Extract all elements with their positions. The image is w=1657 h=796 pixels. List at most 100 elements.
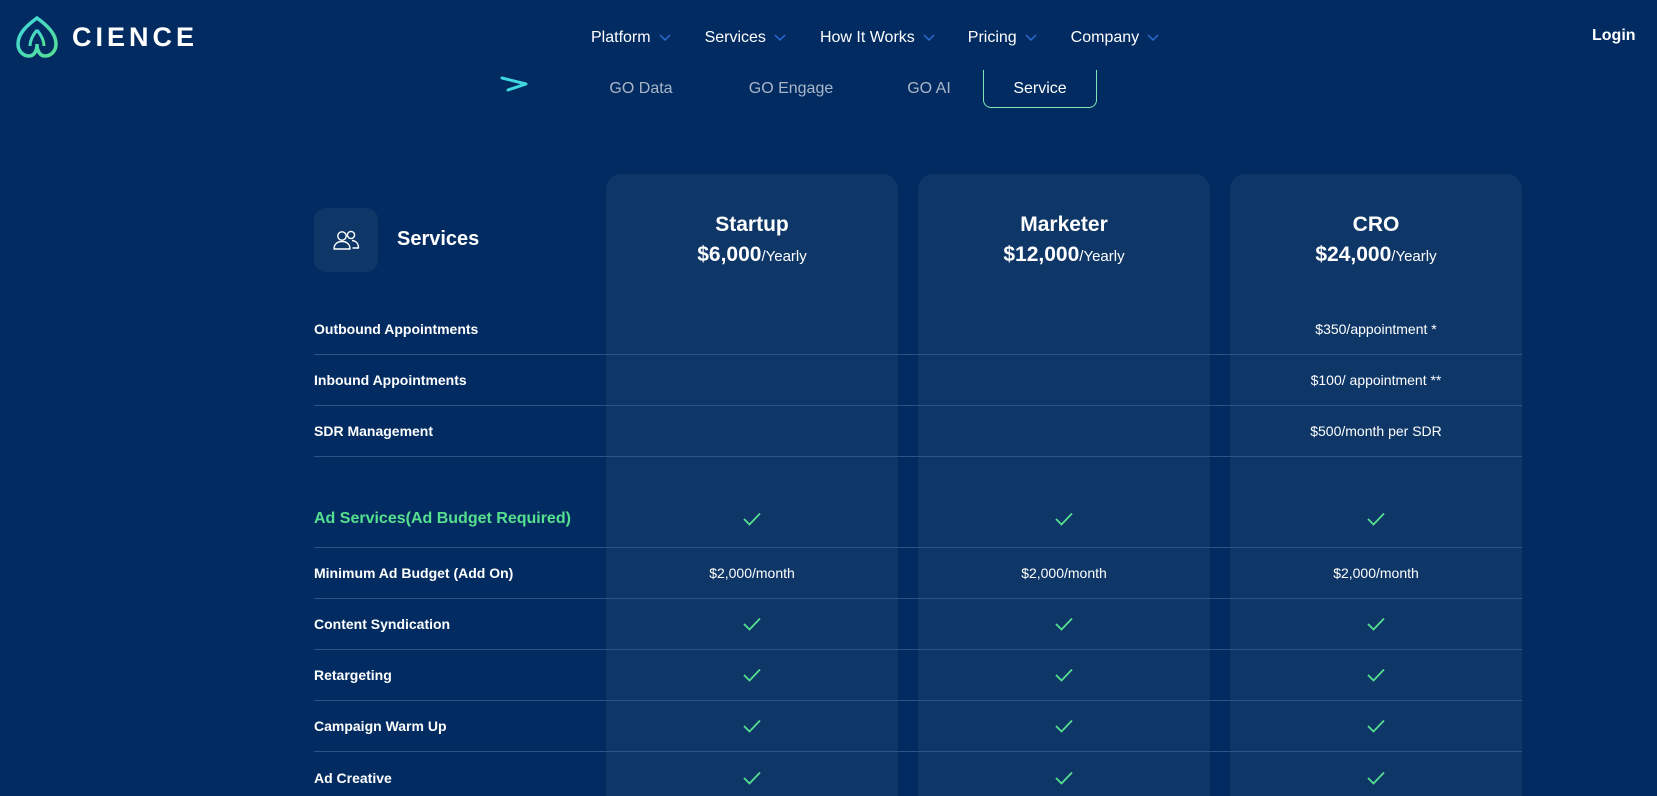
table-row: Ad Creative	[314, 752, 1522, 796]
row-cell	[918, 304, 1210, 354]
chevron-down-icon	[1025, 34, 1037, 41]
check-icon	[1367, 617, 1385, 631]
row-cell	[606, 599, 898, 649]
check-icon	[1055, 617, 1073, 631]
cience-logo-icon	[16, 16, 58, 58]
plan-period: /Yearly	[1079, 248, 1125, 265]
nav-platform[interactable]: Platform	[591, 26, 671, 50]
plan-name: Marketer	[1020, 213, 1108, 236]
row-cell	[1230, 599, 1522, 649]
chevron-down-icon	[1147, 34, 1159, 41]
services-icon-box	[314, 208, 378, 272]
tab-go-engage[interactable]: GO Engage	[748, 80, 834, 97]
chevron-down-icon	[923, 34, 935, 41]
main-nav: Platform Services How It Works Pricing C…	[591, 26, 1199, 50]
tab-service[interactable]: Service	[983, 70, 1097, 108]
nav-label: Platform	[591, 29, 651, 46]
plan-name: Startup	[715, 213, 789, 236]
row-cell	[918, 491, 1210, 547]
check-icon	[1367, 512, 1385, 526]
check-icon	[1055, 771, 1073, 785]
plan-header-marketer: Marketer $12,000/Yearly	[918, 212, 1210, 270]
plan-column-startup	[606, 174, 898, 796]
brand-name: CIENCE	[72, 21, 199, 52]
table-row: Campaign Warm Up	[314, 701, 1522, 752]
tab-go-ai[interactable]: GO AI	[907, 80, 951, 97]
row-cell	[606, 406, 898, 456]
row-label: Content Syndication	[314, 616, 451, 632]
nav-label: Pricing	[967, 29, 1017, 46]
table-row: SDR Management $500/month per SDR	[314, 406, 1522, 457]
table-row: Content Syndication	[314, 599, 1522, 650]
plan-price: $12,000	[1003, 243, 1080, 266]
nav-label: Services	[704, 29, 766, 46]
row-cell	[918, 406, 1210, 456]
check-icon	[1055, 512, 1073, 526]
plan-price-line: $6,000/Yearly	[606, 242, 898, 270]
login-link[interactable]: Login	[1592, 27, 1636, 44]
arrow-decoration-icon	[500, 76, 528, 92]
row-cell	[1230, 650, 1522, 700]
row-cell	[918, 650, 1210, 700]
plan-price-line: $24,000/Yearly	[1230, 242, 1522, 270]
row-cell: $500/month per SDR	[1310, 423, 1442, 439]
site-header: CIENCE Platform Services How It Works Pr…	[0, 0, 1657, 76]
row-cell	[1230, 752, 1522, 796]
check-icon	[743, 719, 761, 733]
nav-pricing[interactable]: Pricing	[968, 26, 1037, 50]
check-icon	[1367, 668, 1385, 682]
row-label: Retargeting	[314, 667, 392, 683]
plan-period: /Yearly	[761, 248, 807, 265]
row-cell	[606, 650, 898, 700]
plan-price-line: $12,000/Yearly	[918, 242, 1210, 270]
brand-logo[interactable]: CIENCE	[14, 16, 198, 58]
row-cell	[1230, 701, 1522, 751]
row-label: Ad Creative	[314, 769, 392, 786]
nav-label: Company	[1070, 29, 1140, 46]
check-icon	[743, 668, 761, 682]
check-icon	[743, 617, 761, 631]
nav-company[interactable]: Company	[1071, 26, 1159, 50]
row-cell: $2,000/month	[1021, 565, 1107, 581]
row-cell: $350/appointment *	[1315, 321, 1437, 337]
chevron-down-icon	[659, 34, 671, 41]
row-label-accent: Ad Services(Ad Budget Required)	[314, 510, 571, 527]
users-icon	[333, 230, 360, 250]
product-tabs: GO Data GO Engage GO AI Service	[575, 70, 1097, 110]
plan-name: CRO	[1352, 213, 1400, 236]
row-cell	[918, 599, 1210, 649]
row-cell	[606, 701, 898, 751]
table-row: Outbound Appointments $350/appointment *	[314, 304, 1522, 355]
plan-period: /Yearly	[1391, 248, 1437, 265]
row-label: Minimum Ad Budget (Add On)	[314, 565, 514, 581]
check-icon	[1055, 719, 1073, 733]
row-cell	[606, 304, 898, 354]
row-cell	[606, 491, 898, 547]
row-cell	[1230, 491, 1522, 547]
plan-column-cro	[1230, 174, 1522, 796]
check-icon	[743, 771, 761, 785]
row-cell	[918, 752, 1210, 796]
plan-header-cro: CRO $24,000/Yearly	[1230, 212, 1522, 270]
nav-label: How It Works	[819, 29, 915, 46]
row-cell: $2,000/month	[1333, 565, 1419, 581]
nav-services[interactable]: Services	[705, 26, 786, 50]
row-cell: $100/ appointment **	[1310, 372, 1442, 388]
tab-go-data[interactable]: GO Data	[609, 80, 673, 97]
plan-column-marketer	[918, 174, 1210, 796]
row-cell	[606, 355, 898, 405]
row-label: Outbound Appointments	[314, 321, 479, 337]
table-row-section: Ad Services(Ad Budget Required)	[314, 491, 1522, 548]
nav-how-it-works[interactable]: How It Works	[820, 26, 935, 50]
table-row: Inbound Appointments $100/ appointment *…	[314, 355, 1522, 406]
row-cell	[918, 355, 1210, 405]
check-icon	[1367, 771, 1385, 785]
row-cell	[918, 701, 1210, 751]
plan-price: $24,000	[1315, 243, 1392, 266]
check-icon	[743, 512, 761, 526]
chevron-down-icon	[774, 34, 786, 41]
row-label: Inbound Appointments	[314, 372, 467, 388]
check-icon	[1367, 719, 1385, 733]
section-title: Services	[397, 228, 480, 250]
row-cell	[606, 752, 898, 796]
